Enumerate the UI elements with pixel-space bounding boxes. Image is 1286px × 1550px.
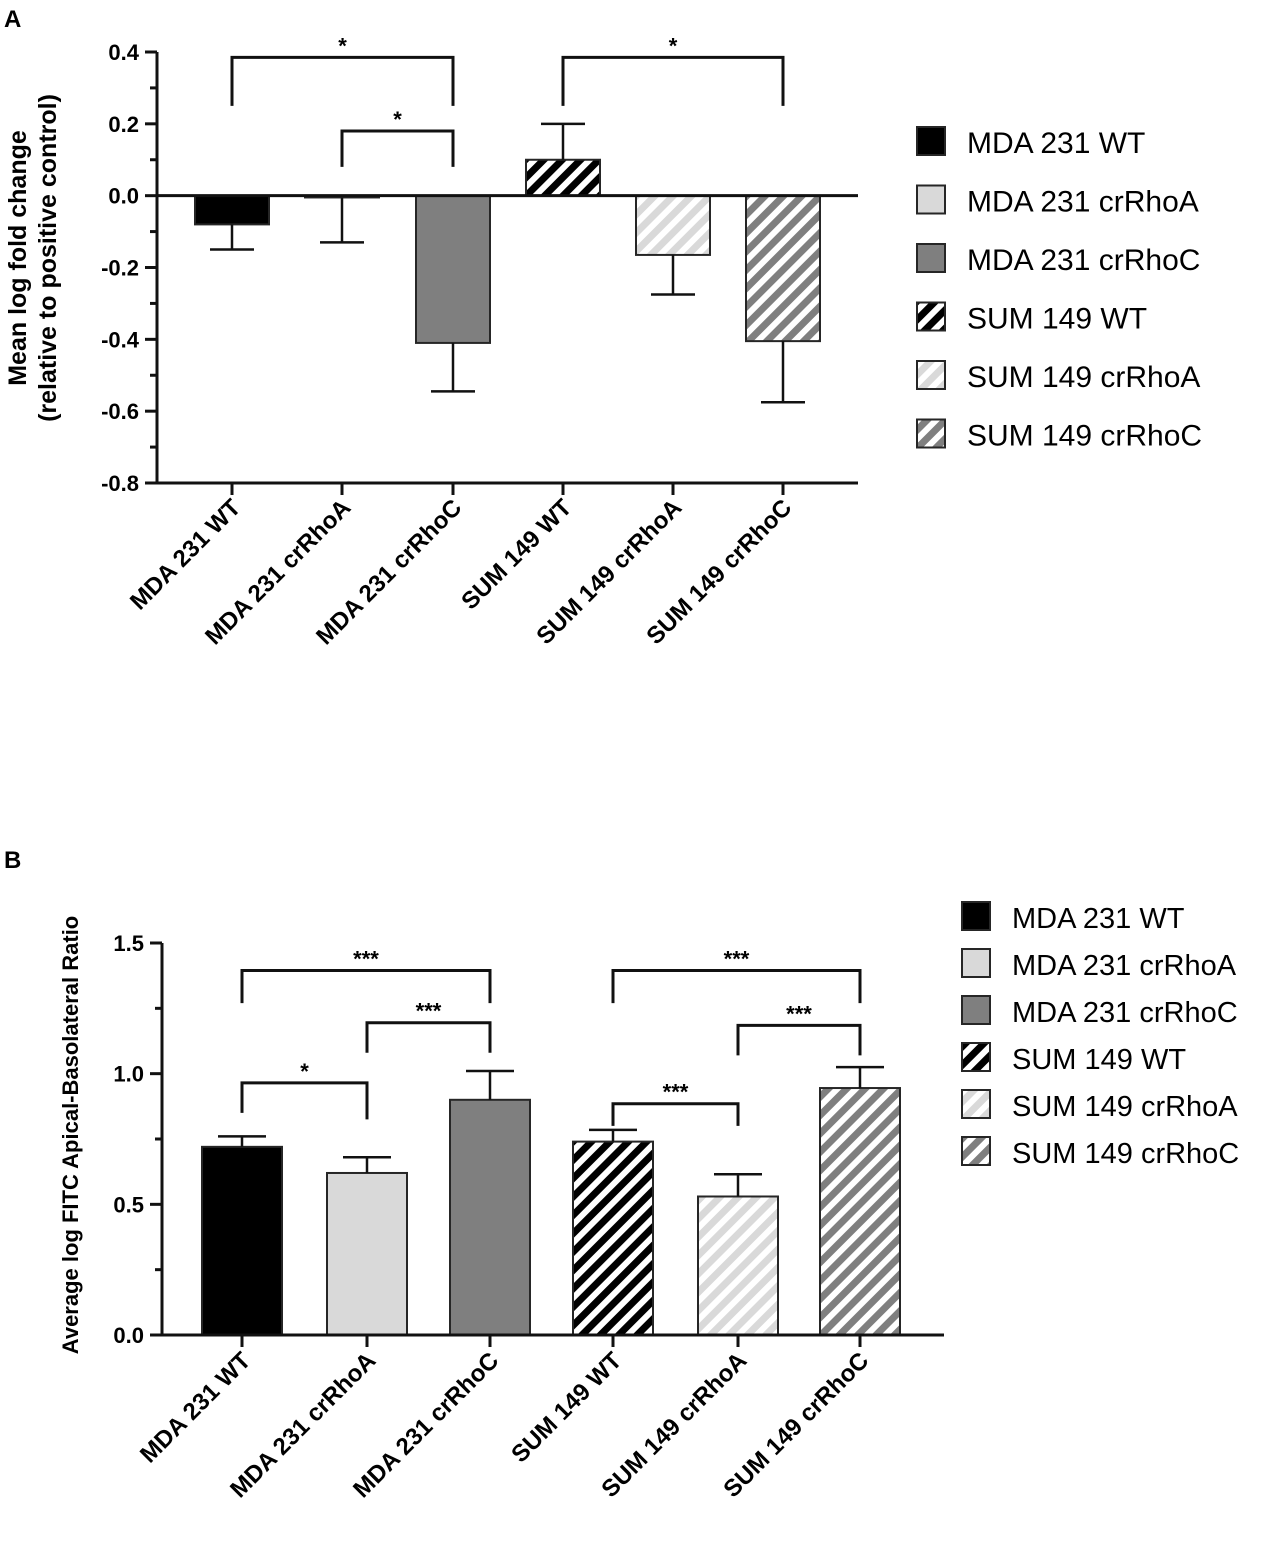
legend-swatch-a-5 xyxy=(916,418,946,449)
legend-label-b-1: MDA 231 crRhoA xyxy=(1012,950,1237,982)
significance-bracket-b-0 xyxy=(240,968,492,1004)
bars-a xyxy=(194,158,821,344)
axes-a xyxy=(155,52,858,495)
bar-a-2 xyxy=(415,194,491,344)
legend-swatch-b-2 xyxy=(961,995,991,1025)
significance-bracket-a-2 xyxy=(561,55,785,106)
significance-label-b-4: *** xyxy=(786,1001,812,1026)
y-tick-label-b-0: 1.5 xyxy=(113,931,144,956)
x-label-a-3: SUM 149 WT xyxy=(456,494,577,615)
legend-swatch-b-0 xyxy=(961,901,991,931)
y-tick-label-a-4: -0.4 xyxy=(101,327,140,352)
x-label-b-0: MDA 231 WT xyxy=(135,1347,256,1468)
legend-label-a-4: SUM 149 crRhoA xyxy=(967,361,1200,394)
legend-swatch-a-1 xyxy=(916,184,946,215)
legend-label-b-4: SUM 149 crRhoA xyxy=(1012,1091,1238,1123)
y-tick-label-a-5: -0.6 xyxy=(101,399,139,424)
axes-b xyxy=(160,943,944,1347)
y-axis-label-a-line-1: Mean log fold change xyxy=(4,130,32,386)
significance-bracket-a-0 xyxy=(230,55,455,106)
bar-b-0 xyxy=(201,1145,283,1336)
bars-b xyxy=(201,1087,901,1337)
legend-swatch-b-3 xyxy=(961,1042,991,1072)
bar-b-4 xyxy=(697,1195,779,1336)
legend-label-b-5: SUM 149 crRhoC xyxy=(1012,1138,1239,1170)
y-ticks-b: 1.5 1.0 0.5 0.0 xyxy=(113,931,162,1348)
significance-label-a-2: * xyxy=(669,33,678,58)
legend-label-a-3: SUM 149 WT xyxy=(967,303,1147,336)
legend-label-a-2: MDA 231 crRhoC xyxy=(967,244,1200,277)
panel-label-b: B xyxy=(4,847,21,874)
bar-b-1 xyxy=(326,1171,408,1337)
legend-swatch-b-5 xyxy=(961,1136,991,1166)
significance-label-b-0: *** xyxy=(353,946,379,971)
significance-b: **************** xyxy=(240,946,862,1126)
panel-b: B Average log FITC Apical-Basolateral Ra… xyxy=(4,847,1239,1503)
legend-swatch-a-4 xyxy=(916,360,946,390)
error-bars-a xyxy=(210,122,805,404)
significance-bracket-b-4 xyxy=(736,1023,862,1056)
legend-label-a-1: MDA 231 crRhoA xyxy=(967,186,1199,219)
y-axis-label-a-line-2: (relative to positive control) xyxy=(34,94,62,422)
y-tick-label-a-6: -0.8 xyxy=(101,471,139,496)
legend-swatch-a-0 xyxy=(916,126,946,156)
bar-a-4 xyxy=(635,194,711,256)
y-tick-label-a-3: -0.2 xyxy=(101,256,139,281)
bar-b-2 xyxy=(449,1098,531,1337)
legend-b: MDA 231 WT MDA 231 crRhoA MDA 231 crRhoC SU… xyxy=(961,901,1239,1170)
panel-a: A Mean log fold change (relative to posi… xyxy=(4,6,1202,650)
y-axis-label-b: Average log FITC Apical-Basolateral Rati… xyxy=(58,916,83,1354)
panel-label-a: A xyxy=(4,6,21,33)
bar-b-3 xyxy=(572,1140,654,1336)
significance-bracket-b-5 xyxy=(611,1102,740,1126)
legend-label-b-2: MDA 231 crRhoC xyxy=(1012,997,1238,1029)
legend-label-b-3: SUM 149 WT xyxy=(1012,1044,1186,1076)
legend-label-b-0: MDA 231 WT xyxy=(1012,903,1185,935)
legend-label-a-5: SUM 149 crRhoC xyxy=(967,420,1202,453)
legend-swatch-a-3 xyxy=(916,301,946,332)
y-tick-label-b-2: 0.5 xyxy=(113,1192,144,1217)
legend-a: MDA 231 WT MDA 231 crRhoA MDA 231 crRhoC SU… xyxy=(916,126,1202,453)
legend-label-a-0: MDA 231 WT xyxy=(967,127,1145,160)
y-tick-label-a-2: 0.0 xyxy=(108,184,139,209)
significance-label-a-1: * xyxy=(393,107,402,132)
legend-swatch-b-4 xyxy=(961,1089,991,1119)
legend-swatch-a-2 xyxy=(916,243,946,273)
significance-bracket-a-1 xyxy=(340,129,455,167)
y-tick-label-a-1: 0.2 xyxy=(108,112,139,137)
significance-label-b-2: * xyxy=(300,1059,309,1084)
y-tick-label-b-1: 1.0 xyxy=(113,1062,144,1087)
y-tick-label-a-0: 0.4 xyxy=(108,40,139,65)
error-bars-b xyxy=(218,1065,884,1197)
y-ticks-a: 0.4 0.2 0.0 -0.2 -0.4 -0.6 -0.8 xyxy=(101,40,157,496)
x-label-a-0: MDA 231 WT xyxy=(125,494,246,615)
y-tick-label-b-3: 0.0 xyxy=(113,1323,144,1348)
bar-a-0 xyxy=(194,194,270,226)
bar-b-5 xyxy=(819,1087,901,1337)
significance-label-b-3: *** xyxy=(724,946,750,971)
significance-label-a-0: * xyxy=(338,33,347,58)
significance-label-b-1: *** xyxy=(416,999,442,1024)
significance-bracket-b-3 xyxy=(611,968,862,1004)
x-label-b-3: SUM 149 WT xyxy=(506,1347,627,1468)
legend-swatch-b-1 xyxy=(961,948,991,978)
significance-label-b-5: *** xyxy=(663,1080,689,1105)
bar-a-5 xyxy=(745,194,821,343)
significance-bracket-b-1 xyxy=(365,1021,492,1053)
significance-bracket-b-2 xyxy=(240,1081,369,1120)
bar-a-3 xyxy=(525,158,601,197)
significance-a: * * * xyxy=(230,33,785,167)
